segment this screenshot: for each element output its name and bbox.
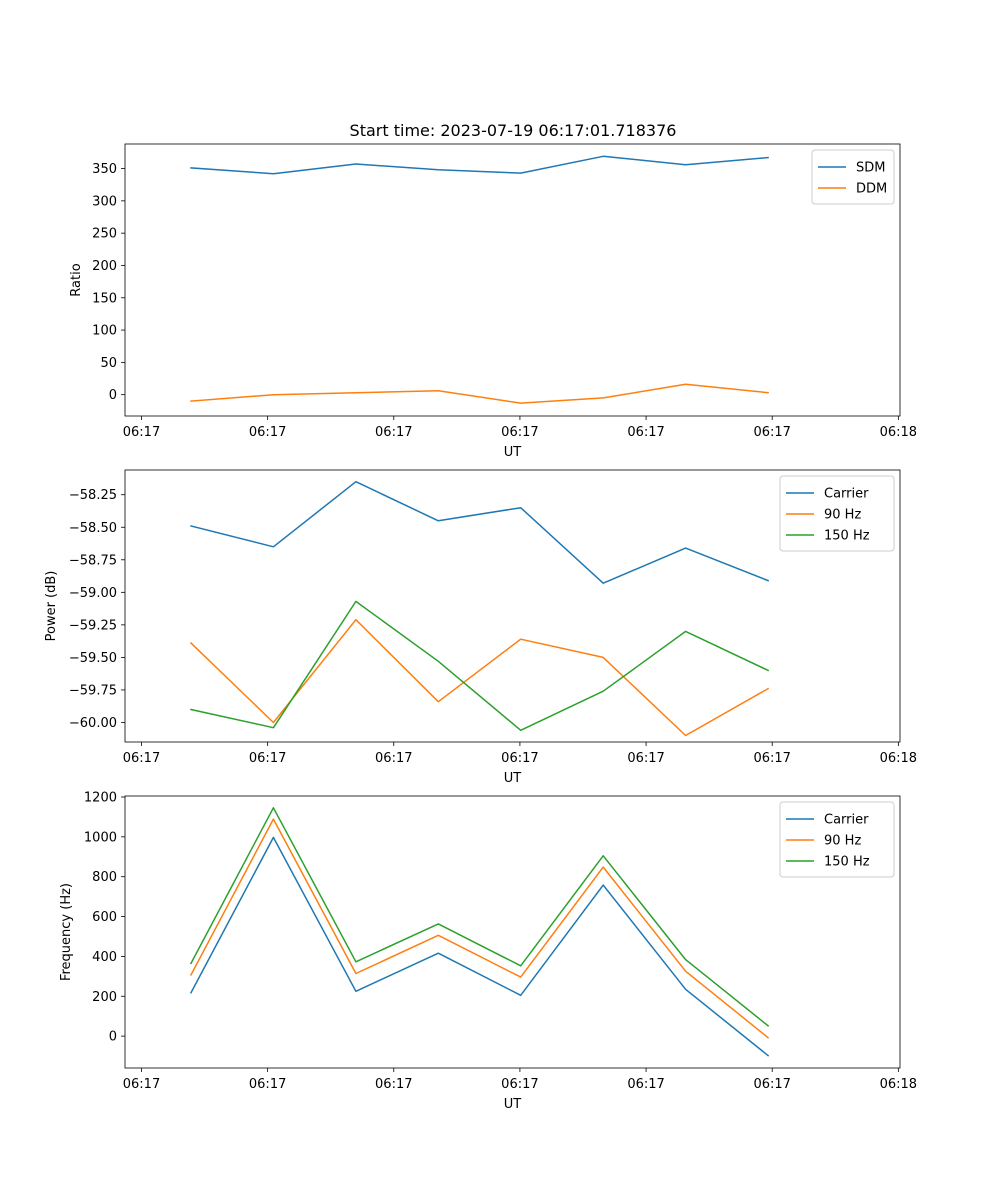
panel-2-legend-label: Carrier (824, 487, 869, 502)
panel-1-axes-frame (124, 143, 901, 417)
panel-2-ytick-label: −58.25 (69, 488, 117, 503)
panel-3-axes-frame (124, 795, 901, 1069)
panel-2-yaxis-label: Power (dB) (44, 571, 59, 642)
panel-2-series-150-hz-line (190, 600, 770, 732)
panel-1-ytick-label: 150 (92, 291, 117, 306)
chart-panels: 06:17 06:17 06:17 06:17 06:17 06:17 06:18 0 50 10… (44, 143, 917, 1112)
panel-3-ytick-label: 400 (92, 950, 117, 965)
panel-3-xtick-label: 06:17 (501, 1077, 538, 1092)
panel-2-ytick-label: −59.75 (69, 683, 117, 698)
panel-1-xtick-label: 06:17 (627, 425, 664, 440)
panel-3-legend-label: 150 Hz (824, 855, 870, 870)
panel-1-ytick-label: 200 (92, 259, 117, 274)
panel-2-xaxis-label: UT (504, 771, 522, 786)
panel-3-xtick-label: 06:17 (375, 1077, 412, 1092)
panel-3-legend-box (779, 801, 895, 878)
panel-2-ytick-label: −58.75 (69, 553, 117, 568)
panel-3-ytick-label: 600 (92, 910, 117, 925)
panel-2-xtick-label: 06:17 (249, 751, 286, 766)
panel-3-ytick-label: 200 (92, 990, 117, 1005)
panel-2-legend-box (779, 475, 895, 552)
panel-1: 06:17 06:17 06:17 06:17 06:17 06:17 06:18 0 50 10… (69, 143, 917, 460)
panel-2-legend: Carrier 90 Hz 150 Hz (779, 475, 895, 552)
panel-3-ytick-label: 800 (92, 870, 117, 885)
panel-2: 06:17 06:17 06:17 06:17 06:17 06:17 06:18 −60.0… (44, 469, 917, 786)
panel-3-legend-label: Carrier (824, 813, 869, 828)
figure-title: Start time: 2023-07-19 06:17:01.718376 (350, 121, 677, 140)
panel-3-ytick-label: 0 (109, 1030, 117, 1045)
panel-1-series-sdm-line (190, 155, 769, 175)
panel-2-legend-label: 150 Hz (824, 529, 870, 544)
panel-1-legend: SDM DDM (811, 149, 895, 205)
panel-2-ytick-label: −59.50 (69, 651, 117, 666)
panel-1-legend-label: DDM (856, 182, 887, 197)
panel-3-yaxis-label: Frequency (Hz) (59, 883, 74, 981)
panel-1-ytick-label: 250 (92, 227, 117, 242)
panel-3-legend: Carrier 90 Hz 150 Hz (779, 801, 895, 878)
panel-2-legend-label: 90 Hz (824, 508, 861, 523)
panel-1-series-ddm-line (190, 383, 769, 404)
panel-3-series-90-hz-line (189, 818, 770, 1039)
panel-2-xtick-label: 06:17 (123, 751, 160, 766)
panel-1-xtick-label: 06:17 (249, 425, 286, 440)
panel-2-xtick-label: 06:17 (753, 751, 790, 766)
panel-2-xtick-label: 06:17 (501, 751, 538, 766)
panel-3-series-150-hz-line (189, 807, 770, 1027)
panel-1-xaxis-label: UT (504, 445, 522, 460)
panel-1-ytick-label: 0 (109, 388, 117, 403)
panel-3-series-carrier-line (189, 836, 770, 1057)
panel-2-xtick-label: 06:18 (880, 751, 917, 766)
panel-1-xtick-label: 06:17 (753, 425, 790, 440)
panel-1-ytick-label: 300 (92, 194, 117, 209)
panel-1-xtick-label: 06:17 (501, 425, 538, 440)
panel-1-yaxis-label: Ratio (69, 263, 84, 296)
panel-3-xtick-label: 06:17 (753, 1077, 790, 1092)
panel-2-ytick-label: −59.25 (69, 618, 117, 633)
panel-1-xtick-label: 06:17 (375, 425, 412, 440)
panel-3-xaxis-label: UT (504, 1097, 522, 1112)
panel-1-legend-box (811, 149, 895, 205)
panel-3-legend-label: 90 Hz (824, 834, 861, 849)
panel-3: 06:17 06:17 06:17 06:17 06:17 06:17 06:18 0 200 4… (59, 790, 917, 1112)
panel-2-ytick-label: −60.00 (69, 716, 117, 731)
panel-3-xtick-label: 06:17 (627, 1077, 664, 1092)
panel-3-ytick-label: 1200 (84, 790, 117, 805)
panel-1-ytick-label: 50 (100, 356, 117, 371)
panel-2-series-carrier-line (190, 480, 770, 584)
panel-2-xtick-label: 06:17 (627, 751, 664, 766)
panel-3-xtick-label: 06:18 (880, 1077, 917, 1092)
panel-2-axes-frame (124, 469, 901, 743)
panel-3-xtick-label: 06:17 (249, 1077, 286, 1092)
panel-1-xtick-label: 06:17 (123, 425, 160, 440)
panel-3-xtick-label: 06:17 (123, 1077, 160, 1092)
panel-1-xtick-label: 06:18 (880, 425, 917, 440)
panel-1-legend-label: SDM (856, 161, 885, 176)
panel-1-ytick-label: 350 (92, 162, 117, 177)
panel-2-ytick-label: −59.00 (69, 586, 117, 601)
panel-3-ytick-label: 1000 (84, 830, 117, 845)
panel-2-ytick-label: −58.50 (69, 521, 117, 536)
panel-1-ytick-label: 100 (92, 324, 117, 339)
panel-2-xtick-label: 06:17 (375, 751, 412, 766)
